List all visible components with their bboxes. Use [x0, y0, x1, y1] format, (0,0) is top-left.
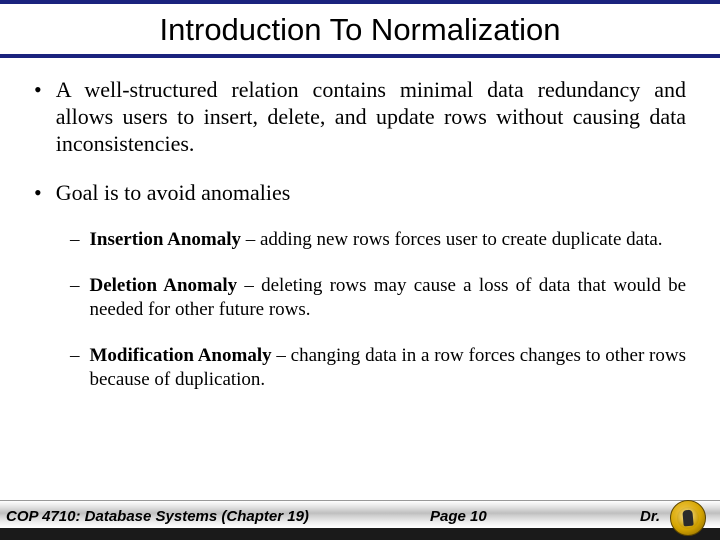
bullet-item: • Goal is to avoid anomalies: [34, 179, 686, 206]
slide-footer: COP 4710: Database Systems (Chapter 19) …: [0, 500, 720, 540]
bullet-text: Goal is to avoid anomalies: [56, 179, 291, 206]
title-band-bottom: [0, 54, 720, 58]
footer-author: Dr.: [640, 508, 660, 525]
sub-bullet-item: – Insertion Anomaly – adding new rows fo…: [70, 228, 686, 252]
bullet-text: A well-structured relation contains mini…: [56, 76, 686, 157]
slide-title: Introduction To Normalization: [0, 4, 720, 54]
slide-body: • A well-structured relation contains mi…: [0, 76, 720, 392]
seal-inner-icon: [677, 507, 699, 529]
bullet-item: • A well-structured relation contains mi…: [34, 76, 686, 157]
anomaly-term: Modification Anomaly: [90, 345, 272, 366]
anomaly-term: Insertion Anomaly: [90, 229, 242, 250]
footer-page-number: Page 10: [430, 508, 487, 525]
bullet-dash-icon: –: [70, 344, 90, 392]
footer-dark-strip: [0, 528, 720, 540]
bullet-dash-icon: –: [70, 228, 90, 252]
sub-bullet-text: Insertion Anomaly – adding new rows forc…: [90, 228, 663, 252]
bullet-dot-icon: •: [34, 179, 56, 206]
sub-bullet-text: Deletion Anomaly – deleting rows may cau…: [90, 274, 687, 322]
anomaly-term: Deletion Anomaly: [90, 275, 238, 296]
slide: Introduction To Normalization • A well-s…: [0, 0, 720, 540]
footer-course: COP 4710: Database Systems (Chapter 19): [6, 508, 309, 525]
sub-bullet-text: Modification Anomaly – changing data in …: [90, 344, 687, 392]
bullet-dash-icon: –: [70, 274, 90, 322]
anomaly-desc: – adding new rows forces user to create …: [241, 229, 663, 250]
university-seal-icon: [670, 500, 706, 536]
sub-bullet-item: – Modification Anomaly – changing data i…: [70, 344, 686, 392]
bullet-dot-icon: •: [34, 76, 56, 157]
sub-bullet-item: – Deletion Anomaly – deleting rows may c…: [70, 274, 686, 322]
